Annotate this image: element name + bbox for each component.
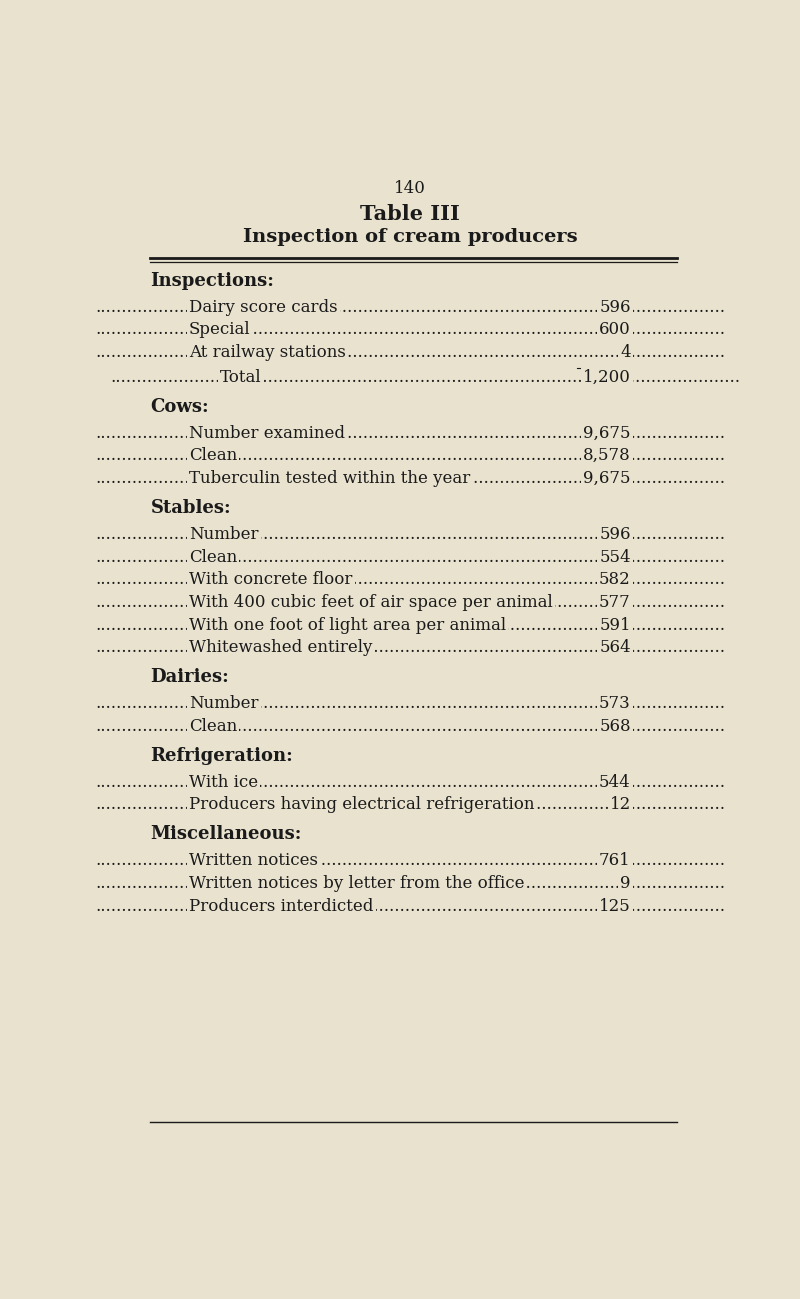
Text: 573: 573	[599, 695, 631, 712]
Text: 544: 544	[599, 774, 631, 791]
Text: Stables:: Stables:	[150, 499, 231, 517]
Text: 140: 140	[394, 179, 426, 196]
Text: 1,200: 1,200	[583, 369, 631, 386]
Text: ................................................................................: ........................................…	[95, 447, 725, 464]
Text: Dairies:: Dairies:	[150, 668, 229, 686]
Text: 600: 600	[599, 321, 631, 339]
Text: 554: 554	[599, 548, 631, 565]
Text: ................................................................................: ........................................…	[95, 344, 725, 361]
Text: Table III: Table III	[360, 204, 460, 223]
Text: ................................................................................: ........................................…	[95, 470, 725, 487]
Text: 4: 4	[620, 344, 631, 361]
Text: Tuberculin tested within the year: Tuberculin tested within the year	[189, 470, 470, 487]
Text: ................................................................................: ........................................…	[95, 548, 725, 565]
Text: 9,675: 9,675	[583, 425, 631, 442]
Text: ................................................................................: ........................................…	[95, 572, 725, 588]
Text: Inspections:: Inspections:	[150, 271, 274, 290]
Text: ................................................................................: ........................................…	[95, 695, 725, 712]
Text: Number: Number	[189, 526, 258, 543]
Text: Producers interdicted: Producers interdicted	[189, 898, 374, 914]
Text: ................................................................................: ........................................…	[95, 898, 725, 914]
Text: Refrigeration:: Refrigeration:	[150, 747, 293, 765]
Text: Clean: Clean	[189, 718, 238, 735]
Text: 9,675: 9,675	[583, 470, 631, 487]
Text: Dairy score cards: Dairy score cards	[189, 299, 338, 316]
Text: Special: Special	[189, 321, 250, 339]
Text: Number: Number	[189, 695, 258, 712]
Text: Cows:: Cows:	[150, 397, 209, 416]
Text: ................................................................................: ........................................…	[95, 639, 725, 656]
Text: ................................................................................: ........................................…	[95, 718, 725, 735]
Text: 568: 568	[599, 718, 631, 735]
Text: 8,578: 8,578	[583, 447, 631, 464]
Text: ................................................................................: ........................................…	[95, 425, 725, 442]
Text: Inspection of cream producers: Inspection of cream producers	[242, 227, 578, 246]
Text: ................................................................................: ........................................…	[95, 617, 725, 634]
Text: ................................................................................: ........................................…	[95, 774, 725, 791]
Text: Clean: Clean	[189, 548, 238, 565]
Text: With concrete floor: With concrete floor	[189, 572, 353, 588]
Text: ................................................................................: ........................................…	[95, 594, 725, 611]
Text: Written notices: Written notices	[189, 852, 318, 869]
Text: Number examined: Number examined	[189, 425, 345, 442]
Text: ................................................................................: ........................................…	[95, 852, 725, 869]
Text: 9: 9	[620, 876, 631, 892]
Text: ................................................................................: ........................................…	[95, 321, 725, 339]
Text: 125: 125	[599, 898, 631, 914]
Text: 596: 596	[599, 299, 631, 316]
Text: At railway stations: At railway stations	[189, 344, 346, 361]
Text: Miscellaneous:: Miscellaneous:	[150, 825, 302, 843]
Text: With one foot of light area per animal: With one foot of light area per animal	[189, 617, 506, 634]
Text: Clean: Clean	[189, 447, 238, 464]
Text: 12: 12	[610, 796, 631, 813]
Text: Total: Total	[220, 369, 262, 386]
Text: With ice: With ice	[189, 774, 258, 791]
Text: ................................................................................: ........................................…	[95, 796, 725, 813]
Text: 582: 582	[599, 572, 631, 588]
Text: 596: 596	[599, 526, 631, 543]
Text: ................................................................................: ........................................…	[95, 299, 725, 316]
Text: With 400 cubic feet of air space per animal: With 400 cubic feet of air space per ani…	[189, 594, 553, 611]
Text: ................................................................................: ........................................…	[110, 369, 741, 386]
Text: Producers having electrical refrigeration: Producers having electrical refrigeratio…	[189, 796, 534, 813]
Text: Written notices by letter from the office: Written notices by letter from the offic…	[189, 876, 525, 892]
Text: 564: 564	[599, 639, 631, 656]
Text: 591: 591	[599, 617, 631, 634]
Text: 577: 577	[599, 594, 631, 611]
Text: 761: 761	[599, 852, 631, 869]
Text: ................................................................................: ........................................…	[95, 876, 725, 892]
Text: Whitewashed entirely: Whitewashed entirely	[189, 639, 373, 656]
Text: ................................................................................: ........................................…	[95, 526, 725, 543]
